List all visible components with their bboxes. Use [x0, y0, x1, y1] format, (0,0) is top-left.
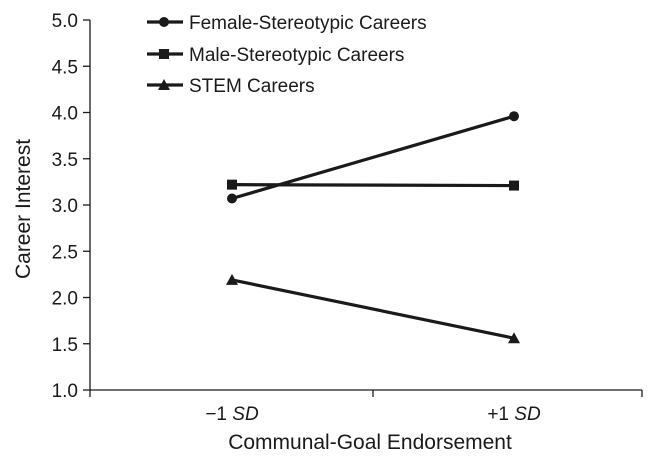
- series-female-stereotypic-careers: [227, 111, 519, 204]
- data-point-circle: [509, 111, 519, 122]
- x-tick-label: +1 SD: [487, 404, 541, 425]
- y-tick-label: 4.5: [52, 57, 78, 78]
- x-axis-ticks: −1 SD +1 SD: [89, 390, 643, 425]
- y-tick-label: 3.0: [52, 196, 78, 217]
- x-tick-label: −1 SD: [205, 404, 259, 425]
- legend-triangle-marker: [158, 79, 170, 90]
- x-axis-title: Communal-Goal Endorsement: [228, 431, 512, 454]
- y-tick-label: 2.0: [52, 289, 78, 310]
- legend-item: Male-Stereotypic Careers: [147, 45, 404, 66]
- y-tick-label: 2.5: [52, 242, 78, 263]
- legend-square-marker: [159, 49, 169, 59]
- y-tick-label: 4.0: [52, 104, 78, 125]
- legend-label: STEM Careers: [189, 76, 315, 97]
- series-line: [231, 278, 515, 340]
- y-tick-label: 3.5: [52, 150, 78, 171]
- legend-item: Female-Stereotypic Careers: [147, 13, 427, 34]
- series-group: [226, 111, 520, 344]
- data-point-triangle: [508, 332, 520, 344]
- y-tick-label: 1.5: [52, 335, 78, 356]
- data-point-square: [509, 180, 519, 191]
- series-male-stereotypic-careers: [227, 179, 519, 191]
- axes: [89, 20, 642, 391]
- data-point-square: [227, 179, 237, 190]
- series-stem-careers: [226, 273, 520, 344]
- series-line: [231, 183, 515, 188]
- legend-item: STEM Careers: [147, 76, 315, 97]
- y-tick-label: 1.0: [52, 381, 78, 402]
- y-axis-ticks: 1.0 1.5 2.0 2.5 3.0 3.5 4.0 4.5 5.0: [52, 11, 90, 402]
- y-axis-title: Career Interest: [12, 139, 35, 279]
- legend-label: Female-Stereotypic Careers: [189, 13, 427, 34]
- legend-label: Male-Stereotypic Careers: [189, 45, 404, 66]
- legend: Female-Stereotypic Careers Male-Stereotyp…: [147, 13, 427, 97]
- legend-circle-marker: [159, 17, 169, 27]
- data-point-circle: [227, 193, 237, 204]
- y-tick-label: 5.0: [52, 11, 78, 32]
- data-point-triangle: [226, 273, 238, 285]
